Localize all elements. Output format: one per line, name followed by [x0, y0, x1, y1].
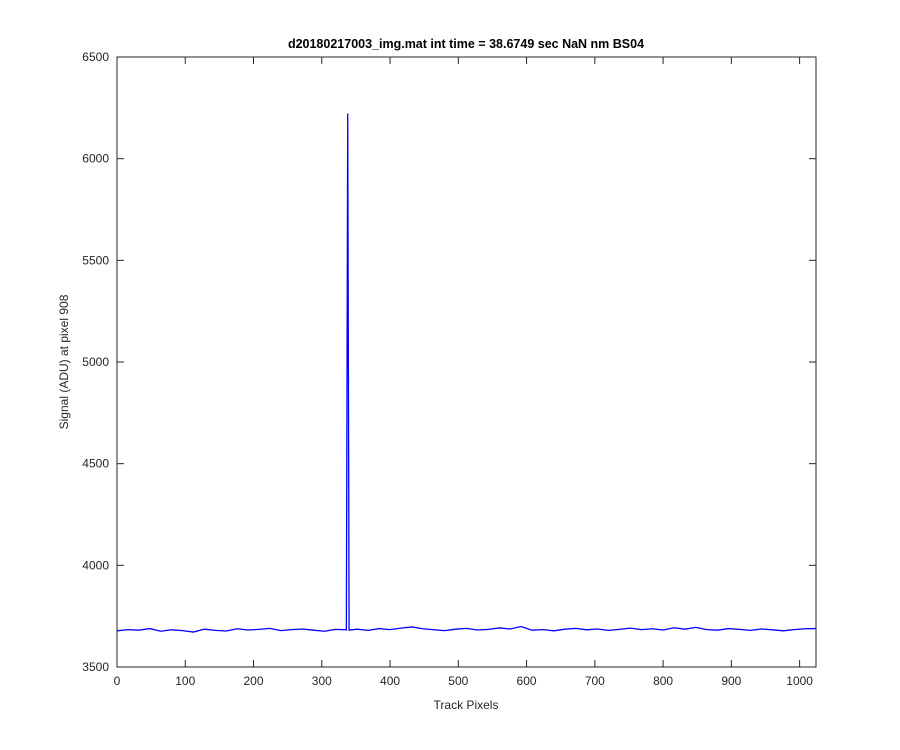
y-tick-label: 5500 [82, 253, 109, 267]
x-tick-label: 1000 [786, 674, 813, 688]
data-line [116, 113, 817, 633]
y-tick-label: 5000 [82, 355, 109, 369]
y-tick-label: 3500 [82, 660, 109, 674]
x-tick-label: 400 [380, 674, 400, 688]
y-axis-label: Signal (ADU) at pixel 908 [57, 294, 71, 429]
chart-title: d20180217003_img.mat int time = 38.6749 … [288, 37, 644, 51]
y-tick-label: 6000 [82, 152, 109, 166]
x-tick-label: 800 [653, 674, 673, 688]
x-tick-label: 0 [114, 674, 121, 688]
x-tick-label: 600 [517, 674, 537, 688]
x-tick-label: 100 [175, 674, 195, 688]
x-tick-label: 900 [721, 674, 741, 688]
x-tick-label: 300 [312, 674, 332, 688]
x-tick-label: 700 [585, 674, 605, 688]
x-axis-label: Track Pixels [434, 698, 499, 712]
x-tick-label: 500 [448, 674, 468, 688]
y-tick-label: 6500 [82, 50, 109, 64]
y-tick-label: 4500 [82, 457, 109, 471]
x-tick-label: 200 [244, 674, 264, 688]
y-tick-label: 4000 [82, 558, 109, 572]
